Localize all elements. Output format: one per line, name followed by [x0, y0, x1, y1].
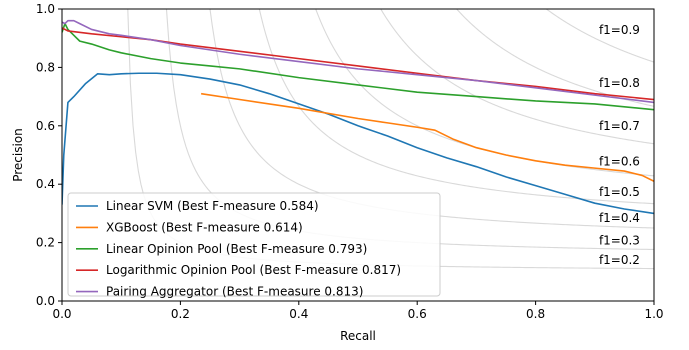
iso-f1-label: f1=0.5	[599, 185, 640, 199]
legend-entry: XGBoost (Best F-measure 0.614)	[106, 220, 303, 234]
iso-f1-label: f1=0.8	[599, 76, 640, 90]
series-line	[62, 19, 654, 104]
legend-entry: Linear SVM (Best F-measure 0.584)	[106, 199, 319, 213]
x-tick-label: 0.0	[52, 307, 71, 321]
iso-f1-label: f1=0.6	[599, 155, 640, 169]
x-tick-label: 1.0	[644, 307, 663, 321]
y-tick-label: 0.6	[36, 119, 55, 133]
series-line	[62, 27, 654, 101]
x-axis-ticks: 0.0 0.2 0.4 0.6 0.8 1.0	[52, 301, 664, 321]
x-axis-label: Recall	[340, 329, 376, 343]
legend-entry: Logarithmic Opinion Pool (Best F-measure…	[106, 263, 401, 277]
legend: Linear SVM (Best F-measure 0.584) XGBoost…	[67, 192, 441, 299]
x-tick-label: 0.8	[526, 307, 545, 321]
iso-f1-label: f1=0.4	[599, 211, 640, 225]
series-line	[200, 92, 654, 182]
x-tick-label: 0.4	[289, 307, 308, 321]
iso-f1-label: f1=0.9	[599, 23, 640, 37]
iso-f1-curve	[258, 9, 654, 205]
x-tick-label: 0.2	[171, 307, 190, 321]
y-tick-label: 0.8	[36, 60, 55, 74]
legend-entry: Linear Opinion Pool (Best F-measure 0.79…	[106, 242, 367, 256]
iso-f1-label: f1=0.3	[599, 233, 640, 247]
plot-frame	[61, 8, 655, 302]
y-axis-ticks: 0.0 0.2 0.4 0.6 0.8 1.0	[36, 2, 62, 308]
series-line	[62, 72, 654, 215]
iso-f1-label: f1=0.7	[599, 119, 640, 133]
legend-entry: Pairing Aggregator (Best F-measure 0.813…	[106, 285, 363, 299]
y-tick-label: 0.0	[36, 294, 55, 308]
x-tick-label: 0.6	[408, 307, 427, 321]
y-tick-label: 0.4	[36, 177, 55, 191]
iso-f1-curve	[380, 9, 654, 145]
iso-f1-labels: f1=0.2 f1=0.3 f1=0.4 f1=0.5 f1=0.6 f1=0.7 f1=0…	[599, 23, 640, 267]
series-lines	[62, 19, 654, 215]
y-axis-label: Precision	[11, 128, 25, 182]
legend-box	[67, 192, 441, 297]
iso-f1-curve	[546, 9, 654, 63]
iso-f1-label: f1=0.2	[599, 253, 640, 267]
y-tick-label: 1.0	[36, 2, 55, 16]
y-tick-label: 0.2	[36, 236, 55, 250]
series-line	[62, 22, 654, 111]
